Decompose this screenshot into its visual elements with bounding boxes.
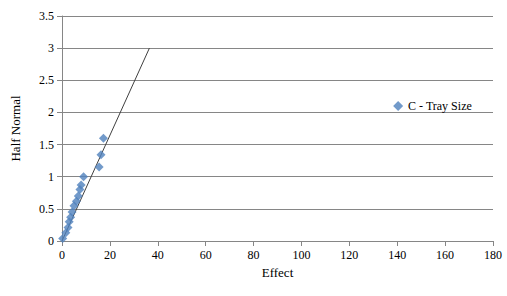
- svg-text:3.5: 3.5: [39, 9, 54, 23]
- svg-text:1.5: 1.5: [39, 138, 54, 152]
- svg-text:3: 3: [48, 41, 54, 55]
- svg-text:100: 100: [292, 248, 310, 262]
- svg-text:140: 140: [388, 248, 406, 262]
- svg-text:2: 2: [48, 105, 54, 119]
- svg-text:Half Normal: Half Normal: [8, 95, 23, 161]
- svg-text:20: 20: [104, 248, 116, 262]
- svg-text:60: 60: [200, 248, 212, 262]
- svg-text:2.5: 2.5: [39, 73, 54, 87]
- svg-text:C - Tray Size: C - Tray Size: [408, 99, 472, 113]
- svg-text:1: 1: [48, 170, 54, 184]
- svg-text:0: 0: [48, 234, 54, 248]
- svg-text:0: 0: [59, 248, 65, 262]
- svg-text:0.5: 0.5: [39, 202, 54, 216]
- svg-text:Effect: Effect: [262, 265, 294, 280]
- svg-text:80: 80: [248, 248, 260, 262]
- svg-text:40: 40: [152, 248, 164, 262]
- svg-text:160: 160: [436, 248, 454, 262]
- svg-text:180: 180: [484, 248, 502, 262]
- svg-text:120: 120: [340, 248, 358, 262]
